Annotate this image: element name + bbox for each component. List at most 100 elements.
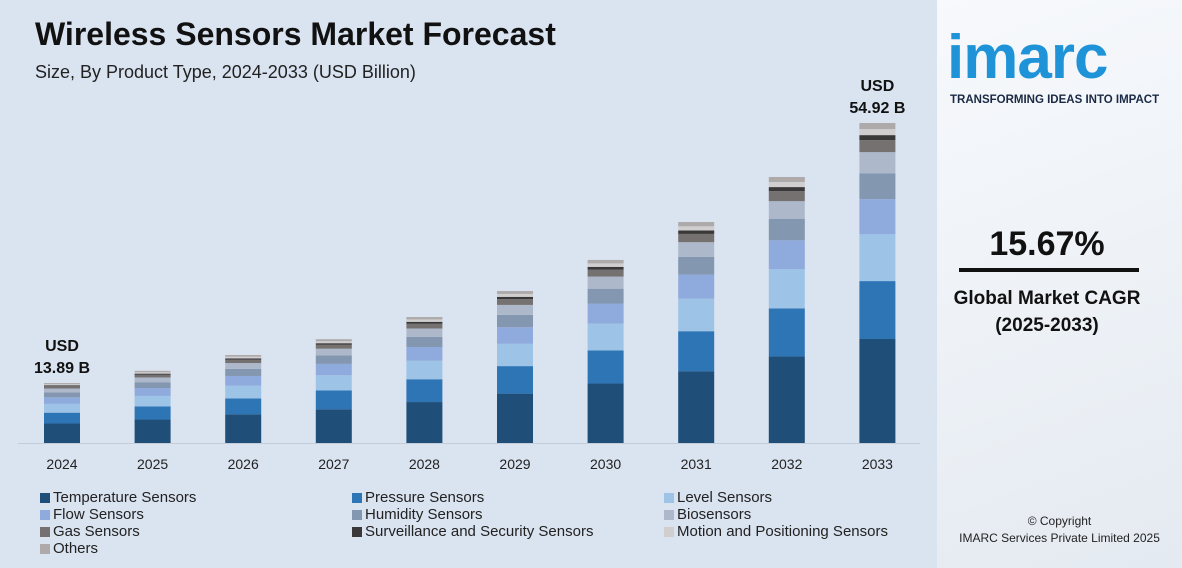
bar-segment	[315, 390, 352, 410]
x-tick-label: 2031	[681, 456, 712, 472]
legend-item: Temperature Sensors	[40, 489, 196, 506]
legend-label: Humidity Sensors	[365, 506, 483, 523]
bar-segment	[497, 366, 533, 394]
bar-segment	[406, 321, 443, 324]
bar-segment	[497, 299, 533, 305]
legend-item: Gas Sensors	[40, 523, 140, 540]
bar-segment	[587, 288, 624, 304]
bar-segment	[587, 269, 624, 277]
bar-segment	[134, 406, 171, 420]
bar-segment	[678, 233, 715, 243]
data-label: USD	[45, 338, 79, 355]
brand-tagline: TRANSFORMING IDEAS INTO IMPACT	[950, 94, 1160, 106]
bar-segment	[406, 336, 443, 347]
bar-segment	[497, 291, 533, 294]
bar-segment	[406, 402, 443, 443]
bar-segment	[497, 343, 533, 367]
bar-segment	[406, 317, 443, 320]
legend-item: Biosensors	[664, 506, 751, 523]
bar-segment	[44, 386, 80, 389]
legend-item: Motion and Positioning Sensors	[664, 523, 888, 540]
x-tick-label: 2029	[499, 456, 530, 472]
x-tick-label: 2027	[318, 456, 349, 472]
legend-label: Others	[53, 540, 99, 557]
divider	[959, 268, 1139, 272]
bar-segment	[406, 323, 443, 329]
bar-segment	[859, 234, 896, 282]
bar-segment	[768, 269, 805, 309]
bar-segment	[768, 182, 805, 188]
x-tick-label: 2025	[137, 456, 168, 472]
bar-segment	[315, 363, 352, 376]
legend-label: Motion and Positioning Sensors	[677, 523, 888, 540]
bar-segment	[678, 242, 715, 257]
bar-segment	[768, 187, 805, 192]
brand-panel: imarc TRANSFORMING IDEAS INTO IMPACT 15.…	[937, 0, 1182, 568]
bar-segment	[225, 363, 262, 369]
cagr-value: 15.67%	[989, 225, 1105, 263]
bar-segment	[44, 392, 80, 398]
imarc-logo: imarc	[947, 23, 1108, 92]
bar-segment	[859, 140, 896, 153]
legend-swatch	[664, 509, 674, 520]
bar-segment	[134, 373, 171, 375]
bar-segment	[497, 327, 533, 344]
bar-segment	[587, 276, 624, 289]
bar-segment	[587, 350, 624, 384]
bar-segment	[587, 383, 624, 443]
bar-segment	[768, 308, 805, 357]
bar-segment	[315, 339, 352, 342]
legend-label: Flow Sensors	[53, 506, 144, 523]
bar-segment	[859, 281, 896, 339]
bar-segment	[768, 191, 805, 202]
bar-segment	[497, 296, 533, 300]
bar-segment	[225, 414, 262, 443]
bar-segment	[497, 304, 533, 315]
bar-segment	[315, 343, 352, 345]
legend-swatch	[40, 509, 50, 520]
bar-segment	[678, 331, 715, 372]
legend-label: Level Sensors	[677, 489, 773, 506]
legend-swatch	[664, 526, 674, 537]
bar-segment	[315, 355, 352, 364]
data-label: 13.89 B	[34, 360, 90, 377]
bar-segment	[859, 173, 896, 200]
bar-segment	[315, 409, 352, 443]
x-tick-label: 2030	[590, 456, 621, 472]
bar-segment	[44, 385, 80, 387]
bar-segment	[678, 371, 715, 443]
copyright-company: IMARC Services Private Limited 2025	[959, 531, 1160, 545]
bar-segment	[225, 375, 262, 386]
bar-segment	[134, 372, 171, 374]
x-tick-label: 2026	[228, 456, 259, 472]
legend-item: Flow Sensors	[40, 506, 144, 523]
bar-segment	[315, 375, 352, 391]
bar-segment	[587, 266, 624, 270]
bar-segment	[134, 377, 171, 383]
bar-segment	[678, 222, 715, 227]
legend-swatch	[352, 526, 362, 537]
copyright-label: © Copyright	[1027, 514, 1092, 528]
legend-item: Humidity Sensors	[352, 506, 483, 523]
bar-segment	[678, 226, 715, 231]
legend-label: Temperature Sensors	[53, 489, 197, 506]
bar-segment	[406, 360, 443, 380]
bar-segment	[859, 135, 896, 141]
bar-segment	[678, 230, 715, 234]
bar-segment	[678, 274, 715, 299]
bar-segment	[768, 176, 805, 183]
bar-segment	[225, 385, 262, 399]
bar-segment	[859, 123, 896, 130]
bar-segment	[44, 403, 80, 413]
copyright: © Copyright IMARC Services Private Limit…	[937, 513, 1182, 547]
bar-segment	[225, 368, 262, 376]
bar-segment	[678, 256, 715, 275]
bar-segment	[406, 346, 443, 361]
legend-item: Level Sensors	[664, 489, 772, 506]
bar-segment	[587, 323, 624, 351]
bar-segment	[406, 379, 443, 403]
bar-segment	[44, 388, 80, 393]
legend-swatch	[40, 526, 50, 537]
bar-segment	[768, 218, 805, 241]
bar-segment	[134, 374, 171, 378]
